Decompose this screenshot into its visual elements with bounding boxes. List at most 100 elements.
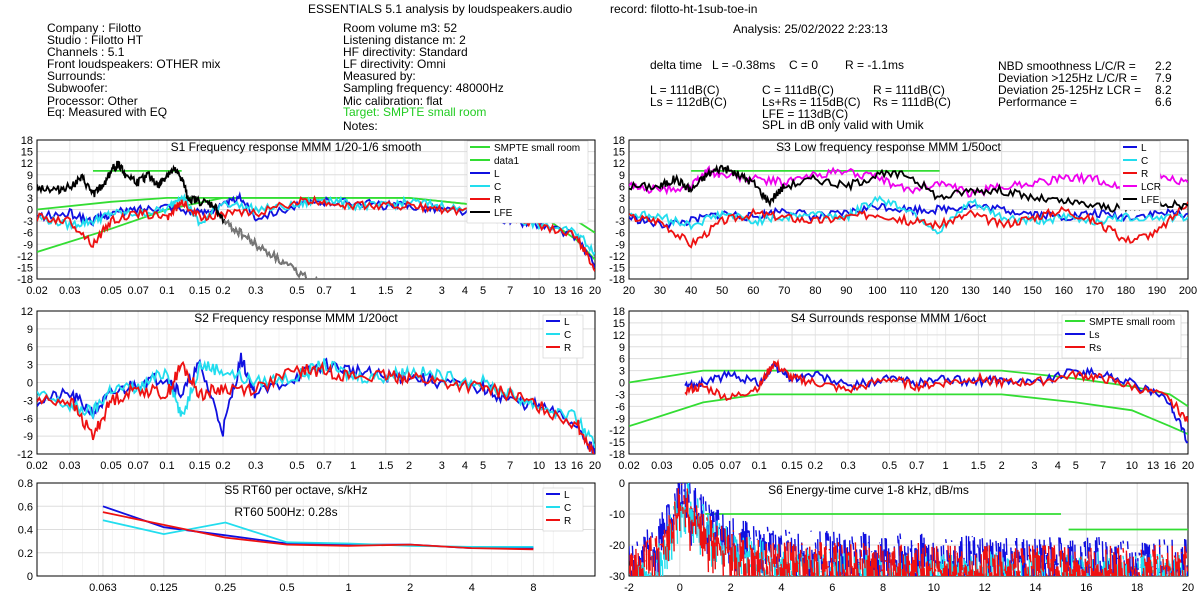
x-tick-label: 13 <box>554 285 566 297</box>
x-tick-label: 7 <box>507 285 513 297</box>
x-tick-label: 4 <box>462 285 468 297</box>
x-tick-label: 0.02 <box>26 460 47 472</box>
x-tick-label: 0.1 <box>159 460 174 472</box>
y-tick-label: 6 <box>619 181 625 193</box>
y-tick-label: -3 <box>615 216 625 228</box>
x-tick-label: 0.3 <box>840 460 855 472</box>
y-tick-label: -9 <box>23 431 33 443</box>
line-series-c <box>629 195 1188 235</box>
x-tick-label: 140 <box>992 285 1010 297</box>
x-tick-label: 0.5 <box>289 460 304 472</box>
y-tick-label: 3 <box>619 366 625 378</box>
spl-lfe: LFE = 113dB(C) <box>762 107 849 121</box>
x-tick-label: 12 <box>979 582 991 594</box>
y-tick-label: 12 <box>613 330 625 342</box>
y-tick-label: 0 <box>619 478 625 490</box>
y-tick-label: -9 <box>23 239 33 251</box>
x-tick-label: 190 <box>1148 285 1166 297</box>
x-tick-label: 20 <box>589 285 601 297</box>
x-tick-label: 20 <box>1182 582 1194 594</box>
x-tick-label: 0.2 <box>215 285 230 297</box>
x-tick-label: 0.15 <box>189 460 210 472</box>
x-tick-label: 0 <box>677 582 683 594</box>
series-group <box>629 483 1188 576</box>
y-tick-label: -12 <box>17 449 33 461</box>
y-tick-label: 9 <box>27 170 33 182</box>
chart-s2: 0.02 0.03 0.05 0.07 0.1 0.15 0.2 0.3 0.5 0.7 1 1.5 2… <box>17 306 601 472</box>
y-tick-label: -20 <box>609 540 625 552</box>
legend-label: C <box>564 503 571 514</box>
x-tick-label: 0.1 <box>159 285 174 297</box>
x-tick-label: 170 <box>1086 285 1104 297</box>
legend: LCR <box>542 487 584 532</box>
x-tick-label: 1 <box>943 460 949 472</box>
metric-value: 2.2 <box>1155 59 1172 73</box>
legend-label: C <box>1141 156 1148 167</box>
y-tick-label: 0 <box>27 571 33 583</box>
x-tick-label: 110 <box>900 285 918 297</box>
legend-label: L <box>494 169 500 180</box>
chart-title: S2 Frequency response MMM 1/20oct <box>194 311 398 325</box>
legend-label: R <box>494 195 501 206</box>
x-tick-label: 0.2 <box>215 460 230 472</box>
y-tick-label: -18 <box>609 449 625 461</box>
y-tick-label: 0 <box>27 378 33 390</box>
spl-lsrs: Ls+Rs = 115dB(C) <box>762 95 861 109</box>
x-tick-label: 0.15 <box>189 285 210 297</box>
legend-label: Ls <box>1089 330 1100 341</box>
legend-box <box>542 487 584 532</box>
info-line: Measured by: <box>343 69 416 83</box>
x-tick-label: 2 <box>406 460 412 472</box>
y-tick-label: -6 <box>615 228 625 240</box>
x-tick-label: 0.02 <box>618 460 639 472</box>
x-tick-label: 1 <box>346 582 352 594</box>
spl-rs: Rs = 111dB(C) <box>873 95 951 109</box>
y-tick-label: 0 <box>619 205 625 217</box>
info-line: Mic calibration: flat <box>343 94 443 108</box>
x-tick-label: 0.3 <box>248 460 263 472</box>
x-tick-label: 60 <box>747 285 759 297</box>
x-tick-label: 20 <box>623 285 635 297</box>
x-tick-label: 1.5 <box>378 285 393 297</box>
series-group <box>102 505 534 551</box>
x-tick-label: 0.7 <box>909 460 924 472</box>
x-tick-label: 2 <box>999 460 1005 472</box>
x-tick-label: 16 <box>1080 582 1092 594</box>
y-tick-label: -6 <box>23 228 33 240</box>
y-tick-label: 12 <box>613 158 625 170</box>
line-series-r <box>629 201 1188 249</box>
x-tick-label: 7 <box>507 460 513 472</box>
x-tick-label: 10 <box>1126 460 1138 472</box>
legend-label: C <box>494 182 501 193</box>
y-tick-label: -18 <box>609 274 625 286</box>
x-tick-label: 0.125 <box>150 582 178 594</box>
y-tick-label: 9 <box>619 170 625 182</box>
legend-label: LFE <box>1141 195 1160 206</box>
y-tick-label: 15 <box>21 147 33 159</box>
x-tick-label: 1 <box>350 285 356 297</box>
y-tick-label: -3 <box>23 395 33 407</box>
x-tick-label: 4 <box>1055 460 1061 472</box>
legend-label: SMPTE small room <box>494 143 580 154</box>
y-tick-label: 12 <box>21 306 33 318</box>
x-tick-label: 0.063 <box>89 582 117 594</box>
chart-title: S5 RT60 per octave, s/kHz <box>224 483 367 497</box>
x-tick-label: 13 <box>554 460 566 472</box>
x-tick-label: -2 <box>624 582 634 594</box>
y-tick-label: -15 <box>17 262 33 274</box>
record-name: record: filotto-ht-1sub-toe-in <box>610 2 758 16</box>
delay-l: L = -0.38ms <box>712 58 776 72</box>
x-tick-label: 0.03 <box>651 460 672 472</box>
series-group <box>629 358 1188 444</box>
y-tick-label: -10 <box>609 509 625 521</box>
legend: LCR <box>542 314 584 359</box>
y-tick-label: 6 <box>27 342 33 354</box>
info-line: Processor: Other <box>47 94 138 108</box>
metric-label: Deviation 25-125Hz LCR = <box>998 83 1142 97</box>
chart-title: S1 Frequency response MMM 1/20-1/6 smoot… <box>171 140 422 154</box>
spl-c: C = 111dB(C) <box>762 83 834 97</box>
plot-frame <box>628 139 1189 280</box>
chart-title: S3 Low frequency response MMM 1/50oct <box>776 140 1001 154</box>
legend-box <box>1061 314 1182 359</box>
